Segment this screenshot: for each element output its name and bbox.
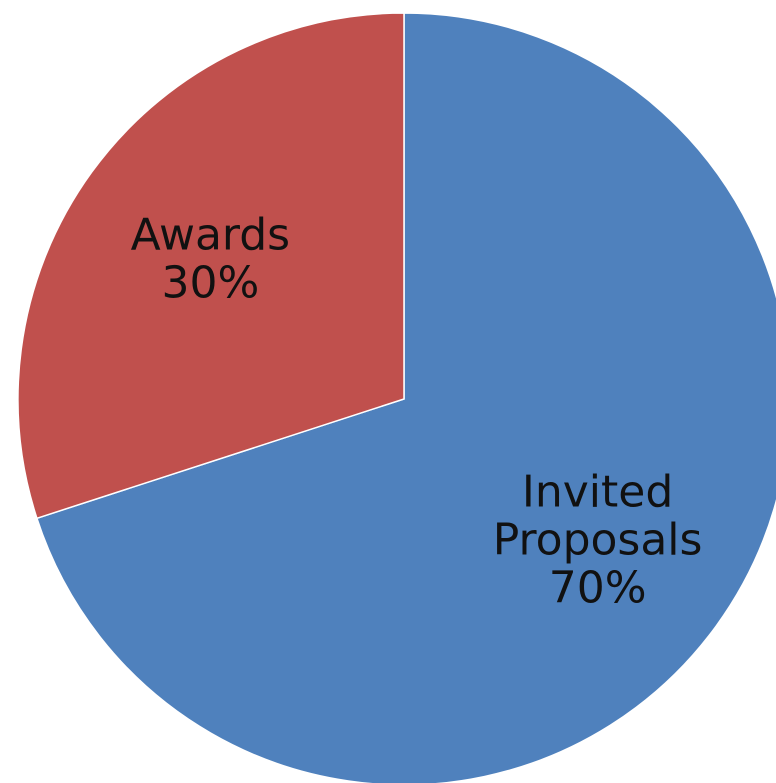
pie-slice-invited-proposals [35, 12, 776, 783]
pie-slice-awards [17, 12, 405, 520]
pie-slices [17, 12, 776, 783]
slice-percent-label: 70% [549, 563, 647, 614]
pie-labels: Invited Proposals 70% Awards 30% [131, 209, 703, 613]
slice-name-label: Invited [522, 467, 673, 518]
slice-name-label: Proposals [493, 515, 703, 566]
slice-percent-label: 30% [161, 257, 259, 308]
slice-label-invited-proposals: Invited Proposals 70% [493, 467, 703, 614]
slice-name-label: Awards [131, 209, 290, 260]
slice-label-awards: Awards 30% [131, 209, 290, 308]
